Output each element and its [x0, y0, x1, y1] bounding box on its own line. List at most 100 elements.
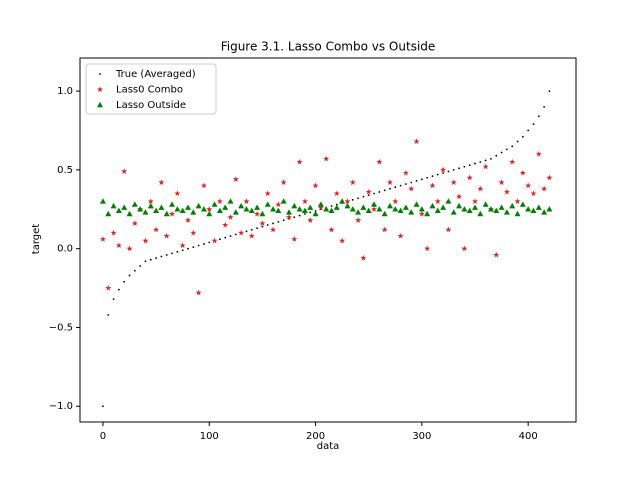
- point: [434, 207, 441, 214]
- y-tick-label: −0.5: [49, 322, 73, 333]
- point: [160, 255, 163, 258]
- point: [349, 206, 356, 212]
- point: [527, 129, 530, 132]
- point: [541, 209, 548, 215]
- point: [482, 163, 489, 170]
- point: [277, 220, 280, 223]
- point: [472, 204, 479, 210]
- point: [312, 182, 319, 189]
- point: [147, 198, 154, 204]
- point: [450, 209, 457, 215]
- point: [206, 210, 213, 217]
- point: [373, 192, 375, 195]
- point: [429, 202, 436, 209]
- point: [121, 204, 128, 210]
- point: [266, 224, 269, 226]
- point: [149, 258, 152, 261]
- point: [105, 210, 112, 217]
- point: [248, 207, 255, 214]
- point: [243, 206, 250, 212]
- point: [365, 207, 372, 214]
- point: [218, 238, 221, 241]
- point: [158, 179, 165, 186]
- point: [333, 190, 340, 197]
- point: [216, 207, 223, 214]
- point: [296, 158, 303, 165]
- point: [169, 201, 176, 207]
- point: [537, 115, 540, 118]
- point: [493, 207, 500, 214]
- point: [509, 202, 516, 209]
- point: [293, 216, 296, 219]
- point: [424, 210, 431, 217]
- point: [431, 175, 434, 178]
- point: [461, 206, 468, 212]
- point: [477, 210, 484, 217]
- point: [386, 202, 393, 209]
- point: [110, 202, 117, 209]
- point: [192, 246, 195, 248]
- point: [137, 206, 144, 212]
- point: [386, 179, 393, 186]
- point: [408, 209, 415, 215]
- point: [349, 179, 356, 186]
- point: [429, 182, 436, 189]
- point: [418, 210, 425, 217]
- point: [264, 190, 271, 197]
- point: [222, 221, 229, 228]
- point: [410, 181, 413, 184]
- point: [282, 219, 285, 222]
- point: [238, 229, 245, 236]
- x-axis-label: data: [317, 441, 340, 452]
- point: [521, 135, 524, 138]
- point: [463, 165, 466, 168]
- point: [535, 204, 542, 210]
- x-tick-label: 200: [306, 431, 325, 442]
- point: [309, 211, 312, 214]
- point: [243, 198, 250, 204]
- point: [285, 209, 292, 215]
- point: [339, 237, 346, 244]
- point: [153, 207, 160, 214]
- legend-label: True (Averaged): [115, 69, 196, 80]
- point: [418, 206, 425, 212]
- point: [272, 222, 274, 225]
- point: [482, 201, 489, 207]
- point: [424, 245, 431, 252]
- point: [456, 193, 463, 200]
- legend-marker: [97, 86, 103, 93]
- point: [245, 230, 248, 233]
- point: [367, 194, 370, 196]
- point: [530, 207, 537, 214]
- point: [174, 190, 181, 197]
- point: [99, 236, 106, 242]
- point: [155, 257, 158, 260]
- point: [317, 201, 324, 207]
- point: [487, 206, 494, 212]
- point: [413, 138, 420, 145]
- point: [405, 183, 407, 185]
- point: [307, 217, 314, 223]
- point: [511, 145, 514, 148]
- point: [254, 210, 261, 217]
- point: [131, 220, 138, 226]
- point: [546, 174, 553, 181]
- point: [301, 198, 308, 204]
- point: [147, 202, 154, 209]
- point: [440, 166, 447, 173]
- point: [442, 172, 445, 174]
- point: [381, 210, 388, 217]
- point: [142, 237, 149, 244]
- point: [118, 288, 120, 291]
- point: [355, 217, 362, 223]
- point: [477, 185, 484, 192]
- point: [115, 242, 122, 249]
- point: [436, 173, 439, 176]
- point: [107, 313, 110, 316]
- point: [128, 274, 131, 277]
- point: [413, 201, 420, 207]
- point: [131, 201, 138, 207]
- point: [500, 151, 503, 154]
- point: [203, 243, 205, 245]
- point: [163, 232, 170, 239]
